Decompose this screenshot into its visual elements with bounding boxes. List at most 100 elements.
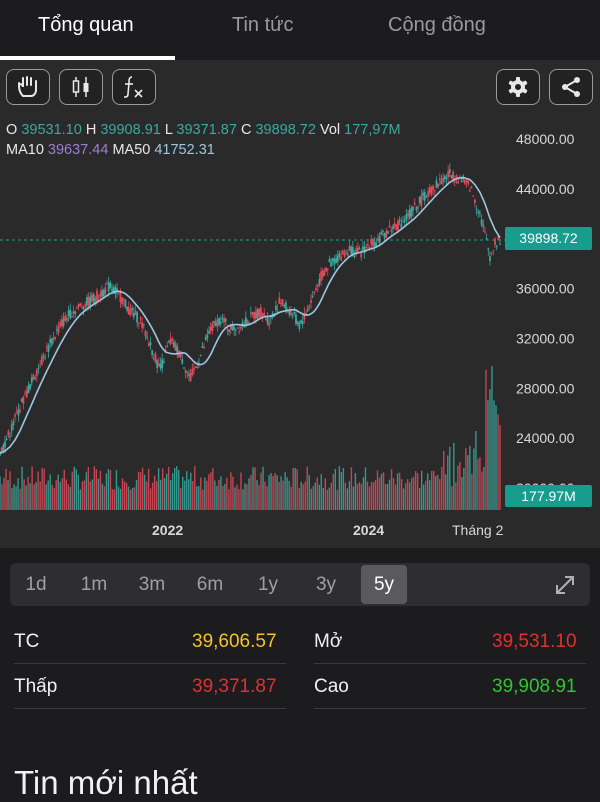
candle-body (345, 251, 348, 253)
volume-bar (392, 478, 395, 510)
high-price-value: 39,908.91 (492, 676, 577, 697)
candle-body (127, 306, 130, 315)
volume-bar (139, 472, 142, 510)
candle-body (258, 308, 261, 317)
range-6m[interactable]: 6m (196, 574, 224, 595)
candle-body (154, 353, 157, 363)
range-3m[interactable]: 3m (138, 574, 166, 595)
volume-bar (224, 483, 226, 510)
pan-tool-button[interactable] (6, 69, 50, 105)
settings-button[interactable] (496, 69, 540, 105)
reference-price-label: TC (14, 631, 40, 652)
volume-bar (272, 475, 274, 510)
candle-body (398, 219, 401, 222)
candle-body (14, 414, 16, 417)
volume-bar (75, 469, 78, 510)
range-1d[interactable]: 1d (25, 574, 47, 595)
share-button[interactable] (549, 69, 593, 105)
volume-bar (157, 468, 160, 510)
low-value: 39371.87 (176, 122, 237, 138)
candle-body (388, 225, 391, 228)
candlestick-icon (72, 77, 89, 97)
volume-bar (457, 465, 459, 510)
volume-bar (200, 477, 202, 510)
volume-bar (216, 485, 218, 510)
volume-bar (420, 470, 423, 510)
volume-bar (240, 472, 242, 510)
volume-bar (404, 483, 407, 510)
range-5y[interactable]: 5y (361, 565, 407, 604)
candle-body (499, 243, 501, 245)
candle-body (453, 180, 456, 182)
volume-bar (190, 472, 192, 510)
candle-body (433, 190, 436, 192)
volume-bar (51, 484, 53, 510)
volume-bar (298, 487, 300, 510)
candle-body (191, 368, 194, 375)
candle-body (203, 346, 205, 349)
gear-icon (508, 77, 528, 97)
volume-bar (192, 481, 194, 510)
expand-icon[interactable] (553, 573, 577, 597)
x-tick-label: 2024 (353, 522, 385, 538)
candle-body (42, 355, 45, 357)
range-1y[interactable]: 1y (257, 574, 279, 595)
volume-bar (310, 488, 312, 510)
volume-bar (262, 466, 264, 510)
candle-body (390, 229, 393, 232)
volume-bar (489, 389, 491, 510)
candle-body (448, 169, 451, 173)
volume-bar (117, 486, 120, 510)
candle-body (199, 355, 202, 357)
chart-panel[interactable]: 48000.0044000.0040000.0036000.0032000.00… (0, 60, 600, 548)
candle-body (468, 190, 471, 192)
candle-body (366, 244, 369, 246)
candle-body (166, 345, 169, 348)
volume-bar (49, 474, 51, 510)
tab-overview[interactable]: Tổng quan (38, 14, 134, 36)
tab-community[interactable]: Cộng đồng (388, 14, 486, 36)
candle-body (151, 350, 154, 355)
indicator-button[interactable] (112, 69, 156, 105)
candle-body (204, 337, 207, 340)
candle-body (417, 206, 419, 209)
range-1m[interactable]: 1m (80, 574, 108, 595)
volume-bar (467, 455, 469, 510)
tab-news[interactable]: Tin tức (232, 14, 294, 36)
candle-body (266, 316, 269, 324)
volume-bar (137, 471, 140, 510)
volume-bar (286, 477, 288, 510)
volume-bar (485, 369, 487, 510)
volume-bar (302, 484, 304, 510)
volume-bar (21, 466, 23, 510)
x-tick-label: 2022 (152, 522, 184, 538)
volume-bar (218, 479, 220, 510)
volume-bar (451, 486, 453, 510)
candle-body (181, 359, 184, 364)
volume-label: Vol (319, 122, 341, 138)
candle-body (285, 302, 287, 310)
volume-bar (234, 487, 236, 510)
candle-body (422, 192, 424, 196)
last-price-badge: 39898.72 (505, 227, 592, 250)
volume-bar (372, 482, 375, 510)
volume-bar (370, 482, 373, 510)
y-tick-label: 28000.00 (516, 380, 575, 396)
volume-bar (222, 486, 224, 510)
volume-bar (69, 486, 71, 510)
candle-body (77, 304, 80, 308)
chart-type-button[interactable] (59, 69, 103, 105)
candle-body (487, 248, 490, 251)
candle-body (280, 302, 282, 305)
candle-body (179, 351, 182, 358)
volume-bar (123, 481, 126, 510)
candle-body (124, 299, 127, 308)
range-3y[interactable]: 3y (315, 574, 337, 595)
candle-body (343, 252, 346, 257)
volume-bar (165, 473, 168, 510)
candle-body (335, 257, 338, 263)
reference-price-value: 39,606.57 (192, 631, 277, 652)
volume-bar (25, 485, 27, 510)
volume-bar (133, 487, 136, 510)
volume-bar (171, 473, 174, 510)
